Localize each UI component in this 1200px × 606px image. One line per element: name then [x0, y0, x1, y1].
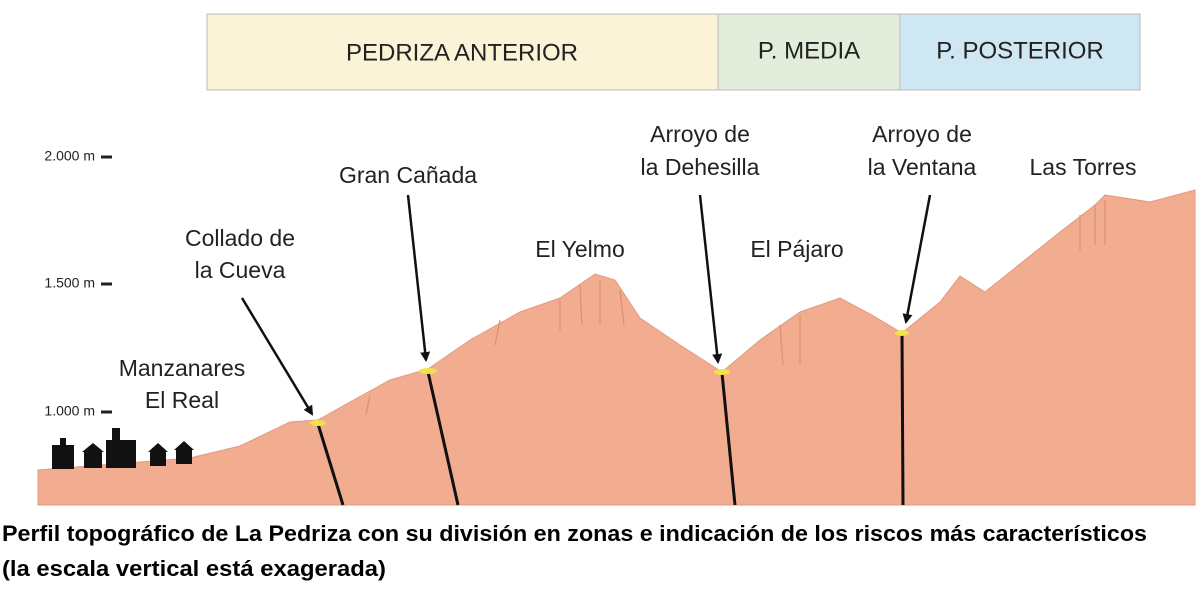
place-label: Collado de [185, 225, 295, 251]
caption: (la escala vertical está exagerada) [2, 556, 386, 581]
scale-label: 1.500 m [44, 275, 95, 291]
place-label: Arroyo de [650, 121, 750, 147]
zone-label: PEDRIZA ANTERIOR [346, 39, 578, 66]
zone-label: P. POSTERIOR [936, 37, 1104, 64]
zone-label: P. MEDIA [758, 37, 860, 64]
stream-marks [310, 330, 909, 426]
place-label: la Ventana [868, 154, 977, 180]
place-label: El Yelmo [535, 236, 625, 262]
place-label: la Dehesilla [641, 154, 760, 180]
zone-box [206, 13, 719, 91]
scale-label: 1.000 m [44, 403, 95, 419]
terrain-profile [37, 189, 1196, 506]
place-label: Manzanares [119, 355, 246, 381]
place-label: la Cueva [195, 257, 286, 283]
zone-box [899, 13, 1141, 91]
caption: Perfil topográfico de La Pedriza con su … [2, 521, 1147, 546]
arrows [240, 194, 932, 416]
zone-box [717, 13, 901, 91]
rock-lines [365, 200, 1106, 416]
place-label: El Pájaro [750, 236, 843, 262]
fault-lines [316, 333, 905, 506]
village [52, 428, 194, 469]
place-label: Gran Cañada [339, 162, 477, 188]
place-label: Las Torres [1030, 154, 1137, 180]
scale-label: 2.000 m [44, 148, 95, 164]
place-label: Arroyo de [872, 121, 972, 147]
scale-ticks [101, 155, 112, 414]
place-label: El Real [145, 387, 219, 413]
